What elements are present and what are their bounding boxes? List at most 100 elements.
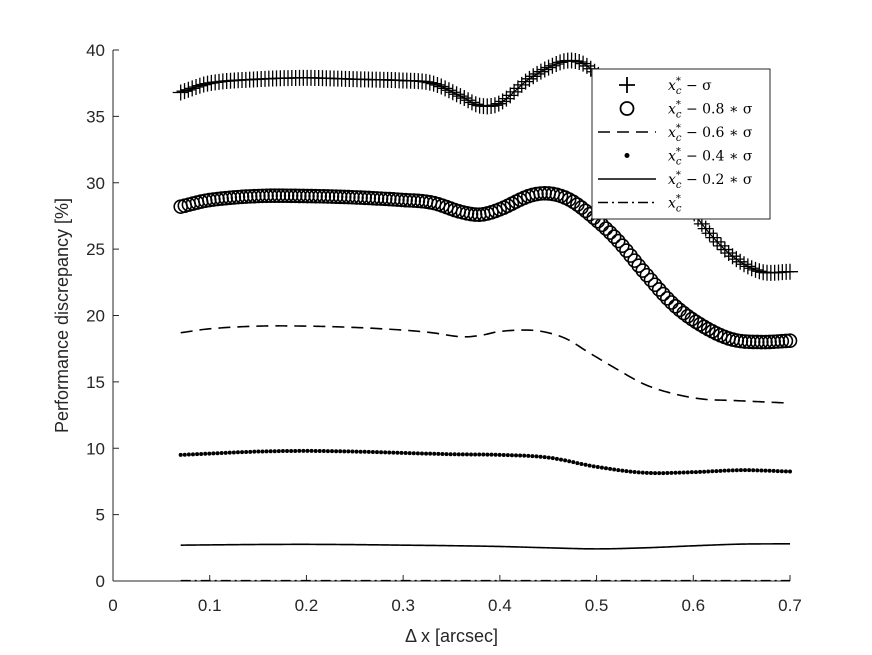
circle-marker-148 [778, 333, 794, 349]
circle-marker-108 [615, 238, 630, 253]
dot-marker-118 [661, 471, 666, 476]
dot-marker-48 [374, 450, 379, 455]
dot-marker-3 [190, 452, 195, 457]
dot-marker-38 [334, 449, 339, 454]
circle-marker-106 [606, 229, 622, 244]
dot-marker-17 [248, 449, 253, 454]
dot-marker-113 [640, 470, 645, 475]
plus-marker-89 [513, 76, 530, 93]
plus-marker-65 [421, 74, 438, 91]
circle-marker-107 [610, 233, 626, 249]
circle-marker-120 [664, 295, 679, 310]
series-dashed-line [180, 325, 791, 404]
plus-marker-146 [732, 253, 749, 270]
dot-marker-89 [542, 455, 547, 460]
plus-marker-77 [467, 96, 484, 113]
plus-marker-74 [456, 90, 473, 107]
dot-marker-66 [448, 452, 453, 457]
plus-marker-76 [463, 94, 480, 111]
dot-marker-85 [526, 453, 531, 458]
dot-marker-130 [710, 469, 715, 474]
dot-marker-121 [673, 470, 678, 475]
dot-marker-107 [616, 468, 621, 473]
plus-marker-72 [448, 86, 465, 103]
dot-marker-102 [595, 465, 600, 470]
plus-marker-4 [188, 79, 205, 96]
legend-item-3: x* c − 0.4 ∗ σ [624, 147, 753, 168]
x-tick-label-7: 0.7 [778, 596, 802, 615]
dot-marker-88 [538, 454, 543, 459]
plus-marker-97 [544, 57, 561, 74]
y-tick-label-7: 35 [86, 107, 105, 126]
plus-marker-7 [199, 75, 216, 92]
x-tick-label-4: 0.4 [488, 596, 512, 615]
dot-marker-96 [571, 460, 576, 465]
dot-marker-114 [644, 470, 649, 475]
x-axis-ticks: 0 0.1 0.2 0.3 0.4 0.5 0.6 0.7 [108, 575, 802, 615]
legend-label-0: x* c − σ [668, 76, 712, 97]
plus-marker-103 [567, 53, 584, 70]
x-axis-title: Δ x [arcsec] [405, 626, 498, 646]
dot-marker-71 [469, 452, 474, 457]
dot-marker-147 [779, 469, 784, 474]
dot-marker-55 [403, 450, 408, 455]
plus-marker-159 [782, 263, 798, 280]
x-tick-label-0: 0 [108, 596, 117, 615]
dot-marker-136 [734, 468, 739, 473]
circle-marker-125 [684, 311, 700, 327]
dot-marker-139 [747, 468, 752, 473]
dot-marker-24 [276, 449, 281, 454]
dot-marker-91 [550, 456, 555, 461]
dot-marker-86 [530, 454, 535, 459]
dot-marker-1 [182, 452, 187, 457]
dot-marker-69 [460, 452, 465, 457]
dot-marker-90 [546, 455, 551, 460]
plus-marker-70 [440, 82, 457, 99]
dot-marker-98 [579, 461, 584, 466]
plus-marker-139 [705, 229, 722, 246]
dot-marker-119 [665, 471, 670, 476]
dot-marker-122 [677, 470, 682, 475]
plus-marker-87 [506, 83, 523, 100]
legend-dot-icon [624, 153, 630, 158]
plus-marker-69 [437, 80, 454, 97]
circle-marker-104 [598, 221, 614, 236]
plus-marker-96 [540, 59, 557, 76]
circle-marker-121 [668, 298, 683, 314]
dot-marker-145 [771, 468, 776, 473]
dot-marker-112 [636, 470, 641, 475]
dot-marker-110 [628, 469, 633, 474]
dot-marker-81 [509, 453, 514, 458]
legend-label-4: x* c − 0.2 ∗ σ [668, 170, 753, 191]
dot-marker-149 [788, 469, 792, 474]
dot-marker-103 [599, 465, 604, 470]
circle-marker-112 [631, 258, 646, 273]
dot-marker-5 [199, 451, 204, 456]
plus-marker-137 [697, 220, 714, 237]
dot-marker-93 [559, 457, 564, 462]
series-dashed [180, 325, 791, 404]
dot-marker-16 [244, 449, 249, 454]
series-solid-line [180, 543, 791, 550]
circle-marker-119 [660, 291, 675, 306]
dot-marker-0 [178, 452, 183, 457]
dot-marker-34 [317, 448, 322, 453]
x-tick-label-2: 0.2 [295, 596, 319, 615]
legend-plus-icon [619, 77, 635, 93]
dot-marker-26 [285, 449, 290, 454]
plus-marker-73 [452, 88, 469, 105]
plus-marker-3 [184, 80, 201, 97]
dot-marker-60 [424, 451, 429, 456]
y-tick-label-6: 30 [86, 174, 105, 193]
dot-marker-51 [387, 450, 392, 455]
dot-marker-74 [481, 452, 486, 457]
dot-marker-37 [330, 449, 335, 454]
dot-marker-83 [518, 453, 523, 458]
y-tick-label-4: 20 [86, 307, 105, 326]
dot-marker-111 [632, 470, 637, 475]
dot-marker-68 [456, 452, 461, 457]
dot-marker-40 [342, 449, 347, 454]
y-axis-title: Performance discrepancy [%] [52, 198, 72, 433]
circle-marker-116 [647, 277, 663, 293]
